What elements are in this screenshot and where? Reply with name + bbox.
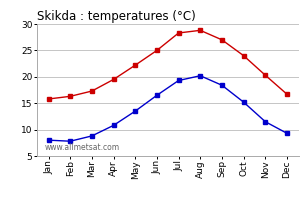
Text: Skikda : temperatures (°C): Skikda : temperatures (°C) [37, 10, 195, 23]
Text: www.allmetsat.com: www.allmetsat.com [45, 143, 120, 152]
